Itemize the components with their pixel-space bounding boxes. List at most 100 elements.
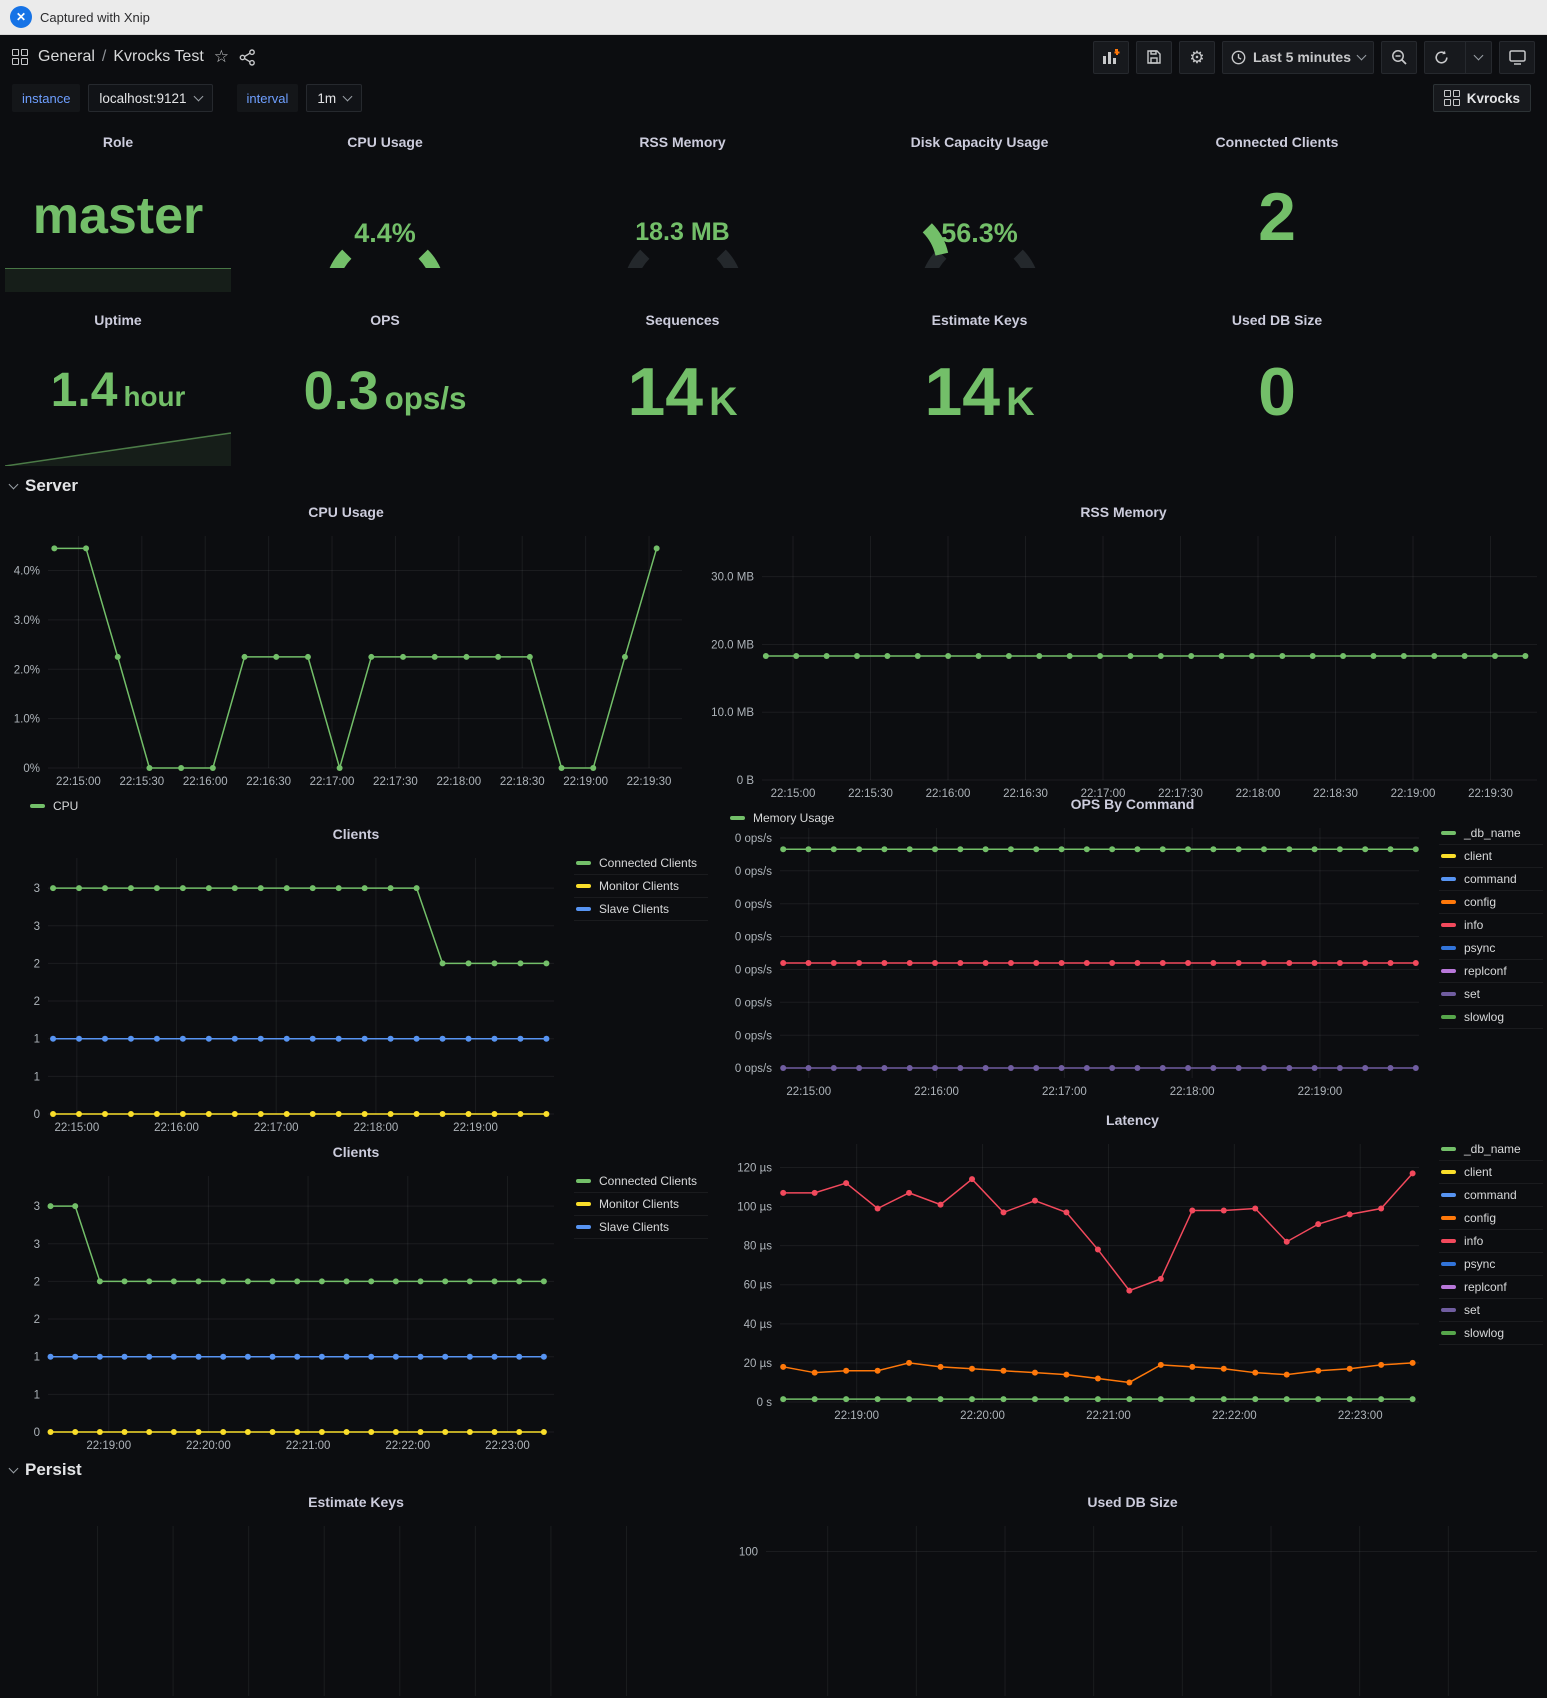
panel-title[interactable]: Sequences <box>645 312 720 328</box>
legend-item[interactable]: _db_name <box>1439 1138 1543 1161</box>
legend-item[interactable]: psync <box>1439 937 1543 960</box>
favorite-star-icon[interactable]: ☆ <box>213 47 230 66</box>
legend-item[interactable]: config <box>1439 1207 1543 1230</box>
page-title[interactable]: Kvrocks Test <box>113 48 204 65</box>
panel-title[interactable]: OPS <box>370 312 400 328</box>
add-panel-button[interactable] <box>1092 40 1129 74</box>
panel-title[interactable]: Used DB Size <box>1087 1494 1178 1510</box>
cpu-usage-plot[interactable]: 22:15:00 22:15:30 22:16:00 22:16:30 22:17:00… <box>0 526 692 794</box>
legend-item[interactable]: _db_name <box>1439 822 1543 845</box>
legend-label: client <box>1464 849 1493 863</box>
legend-item[interactable]: Connected Clients <box>574 1170 708 1193</box>
section-header-server[interactable]: Server <box>8 476 78 496</box>
panel-title[interactable]: Role <box>102 134 134 150</box>
legend-item[interactable]: replconf <box>1439 960 1543 983</box>
panel-title[interactable]: OPS By Command <box>1070 796 1195 812</box>
section-header-persist[interactable]: Persist <box>8 1460 82 1480</box>
breadcrumb[interactable]: General / Kvrocks Test <box>38 48 204 66</box>
section-label: Server <box>25 476 78 495</box>
svg-text:22:19:00: 22:19:00 <box>86 1440 131 1452</box>
legend-item[interactable]: Monitor Clients <box>574 875 708 898</box>
refresh-interval-dropdown[interactable] <box>1465 41 1491 73</box>
legend-swatch <box>1441 1147 1456 1151</box>
legend-item[interactable]: replconf <box>1439 1276 1543 1299</box>
legend-swatch <box>1441 1308 1456 1312</box>
panel-title[interactable]: Used DB Size <box>1231 312 1323 328</box>
legend-item[interactable]: Slave Clients <box>574 1216 708 1239</box>
legend-item[interactable]: set <box>1439 1299 1543 1322</box>
legend-item[interactable]: Memory Usage <box>730 811 834 825</box>
legend-item[interactable]: client <box>1439 845 1543 868</box>
legend-item[interactable]: Monitor Clients <box>574 1193 708 1216</box>
legend-label: Slave Clients <box>599 1220 670 1234</box>
legend-item[interactable]: set <box>1439 983 1543 1006</box>
interval-variable-value: 1m <box>317 90 337 106</box>
zoom-out-time-button[interactable] <box>1381 40 1417 74</box>
sequences-value: 14 K <box>627 354 738 431</box>
legend-item[interactable]: psync <box>1439 1253 1543 1276</box>
legend-item[interactable]: CPU <box>30 799 78 813</box>
legend-item[interactable]: Slave Clients <box>574 898 708 921</box>
panel-title[interactable]: Disk Capacity Usage <box>910 134 1049 150</box>
share-icon[interactable] <box>239 48 256 66</box>
svg-text:22:19:00: 22:19:00 <box>834 1410 879 1422</box>
panel-title[interactable]: Clients <box>332 826 380 842</box>
svg-text:22:18:00: 22:18:00 <box>436 776 481 788</box>
panel-rss-memory-gauge: RSS Memory 18.3 MB <box>534 122 831 300</box>
refresh-button-group[interactable] <box>1424 40 1492 74</box>
svg-text:0 B: 0 B <box>737 775 755 787</box>
legend-label: psync <box>1464 1257 1496 1271</box>
panel-title[interactable]: Uptime <box>94 312 142 328</box>
legend-item[interactable]: slowlog <box>1439 1006 1543 1029</box>
legend-label: psync <box>1464 941 1496 955</box>
legend-item[interactable]: command <box>1439 868 1543 891</box>
svg-text:80 µs: 80 µs <box>744 1241 773 1253</box>
panel-title[interactable]: Estimate Keys <box>308 1494 404 1510</box>
panel-title[interactable]: Clients <box>332 1144 380 1160</box>
latency-plot[interactable]: 22:19:00 22:20:00 22:21:00 22:22:00 22:23:00… <box>718 1134 1429 1428</box>
instance-variable-select[interactable]: localhost:9121 <box>88 84 213 112</box>
refresh-icon <box>1435 50 1448 64</box>
panel-title[interactable]: Estimate Keys <box>931 312 1028 328</box>
estimate-keys-plot[interactable] <box>0 1516 712 1698</box>
refresh-button[interactable] <box>1425 42 1458 73</box>
cpu-gauge-value: 4.4% <box>354 218 416 248</box>
role-value: master <box>32 186 204 245</box>
panel-title[interactable]: RSS Memory <box>1080 504 1167 520</box>
chart-legend: Connected Clients Monitor Clients Slave Cl… <box>564 1166 712 1458</box>
clients-plot[interactable]: 22:19:00 22:20:00 22:21:00 22:22:00 22:23:00… <box>0 1166 564 1458</box>
save-dashboard-button[interactable] <box>1135 40 1172 74</box>
used-db-size-plot[interactable]: 100 <box>718 1516 1547 1698</box>
time-range-picker[interactable]: Last 5 minutes <box>1221 40 1374 74</box>
legend-item[interactable]: info <box>1439 1230 1543 1253</box>
panel-title[interactable]: CPU Usage <box>347 134 423 150</box>
clients-plot[interactable]: 22:15:00 22:16:00 22:17:00 22:18:00 22:19:00… <box>0 848 564 1140</box>
legend-item[interactable]: Connected Clients <box>574 852 708 875</box>
panel-title[interactable]: Connected Clients <box>1215 134 1339 150</box>
panel-used-db-size-stat: Used DB Size 0 <box>1128 300 1426 472</box>
kvrocks-link-button[interactable]: Kvrocks <box>1432 84 1531 112</box>
legend-item[interactable]: command <box>1439 1184 1543 1207</box>
legend-item[interactable]: slowlog <box>1439 1322 1543 1345</box>
ops-by-command-plot[interactable]: 22:15:00 22:16:00 22:17:00 22:18:00 22:19:00… <box>718 818 1429 1104</box>
rss-memory-plot[interactable]: 22:15:00 22:15:30 22:16:00 22:16:30 22:17:00… <box>700 526 1547 806</box>
legend-item[interactable]: info <box>1439 914 1543 937</box>
panel-cpu-usage-gauge: CPU Usage 4.4% <box>236 122 534 300</box>
interval-variable-select[interactable]: 1m <box>306 84 363 112</box>
svg-text:0: 0 <box>34 1109 40 1121</box>
legend-label: command <box>1464 1188 1517 1202</box>
panel-title[interactable]: RSS Memory <box>639 134 726 150</box>
legend-swatch <box>576 1202 591 1206</box>
breadcrumb-section[interactable]: General <box>38 48 95 65</box>
legend-item[interactable]: client <box>1439 1161 1543 1184</box>
dashboard-settings-button[interactable]: ⚙ <box>1178 40 1215 74</box>
panel-title[interactable]: CPU Usage <box>308 504 384 520</box>
legend-swatch <box>1441 1015 1456 1019</box>
panel-title[interactable]: Latency <box>1106 1112 1159 1128</box>
legend-swatch <box>1441 946 1456 950</box>
dashboards-grid-icon[interactable] <box>12 49 28 65</box>
legend-item[interactable]: config <box>1439 891 1543 914</box>
panel-used-db-size-chart: Used DB Size 100 <box>718 1490 1547 1698</box>
cycle-view-mode-button[interactable] <box>1499 40 1535 74</box>
panel-disk-capacity-gauge: Disk Capacity Usage 56.3% <box>831 122 1128 300</box>
